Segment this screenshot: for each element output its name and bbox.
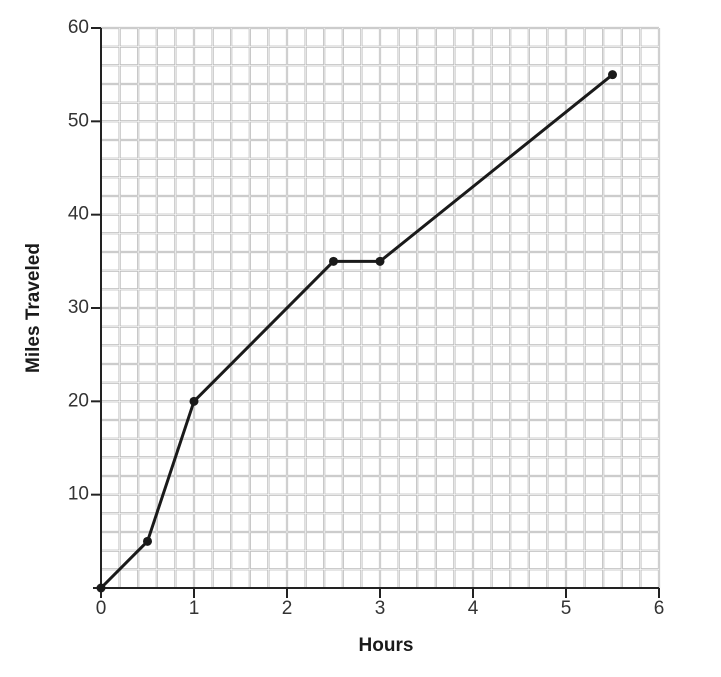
y-tick-label: 20: [68, 390, 89, 411]
data-line: [99, 73, 614, 590]
x-tick-label: 6: [654, 598, 665, 619]
x-tick-label: 1: [189, 598, 200, 619]
x-tick-label: 2: [282, 598, 293, 619]
x-tick-label: 4: [468, 598, 479, 619]
data-point: [96, 583, 106, 593]
data-point: [375, 256, 385, 266]
y-tick-label: 30: [68, 297, 89, 318]
y-axis-title: Miles Traveled: [23, 243, 44, 373]
y-tick-label: 50: [68, 110, 89, 131]
x-tick-label: 3: [375, 598, 386, 619]
data-point: [143, 536, 152, 546]
data-point: [189, 396, 199, 406]
y-tick-label: 10: [68, 484, 89, 505]
y-tick-label: 60: [68, 17, 89, 38]
x-axis-title: Hours: [359, 635, 414, 656]
y-tick-label: 40: [68, 204, 89, 225]
x-tick-label: 0: [96, 598, 107, 619]
data-point: [329, 256, 338, 266]
x-tick-label: 5: [561, 598, 572, 619]
data-point: [608, 70, 617, 80]
